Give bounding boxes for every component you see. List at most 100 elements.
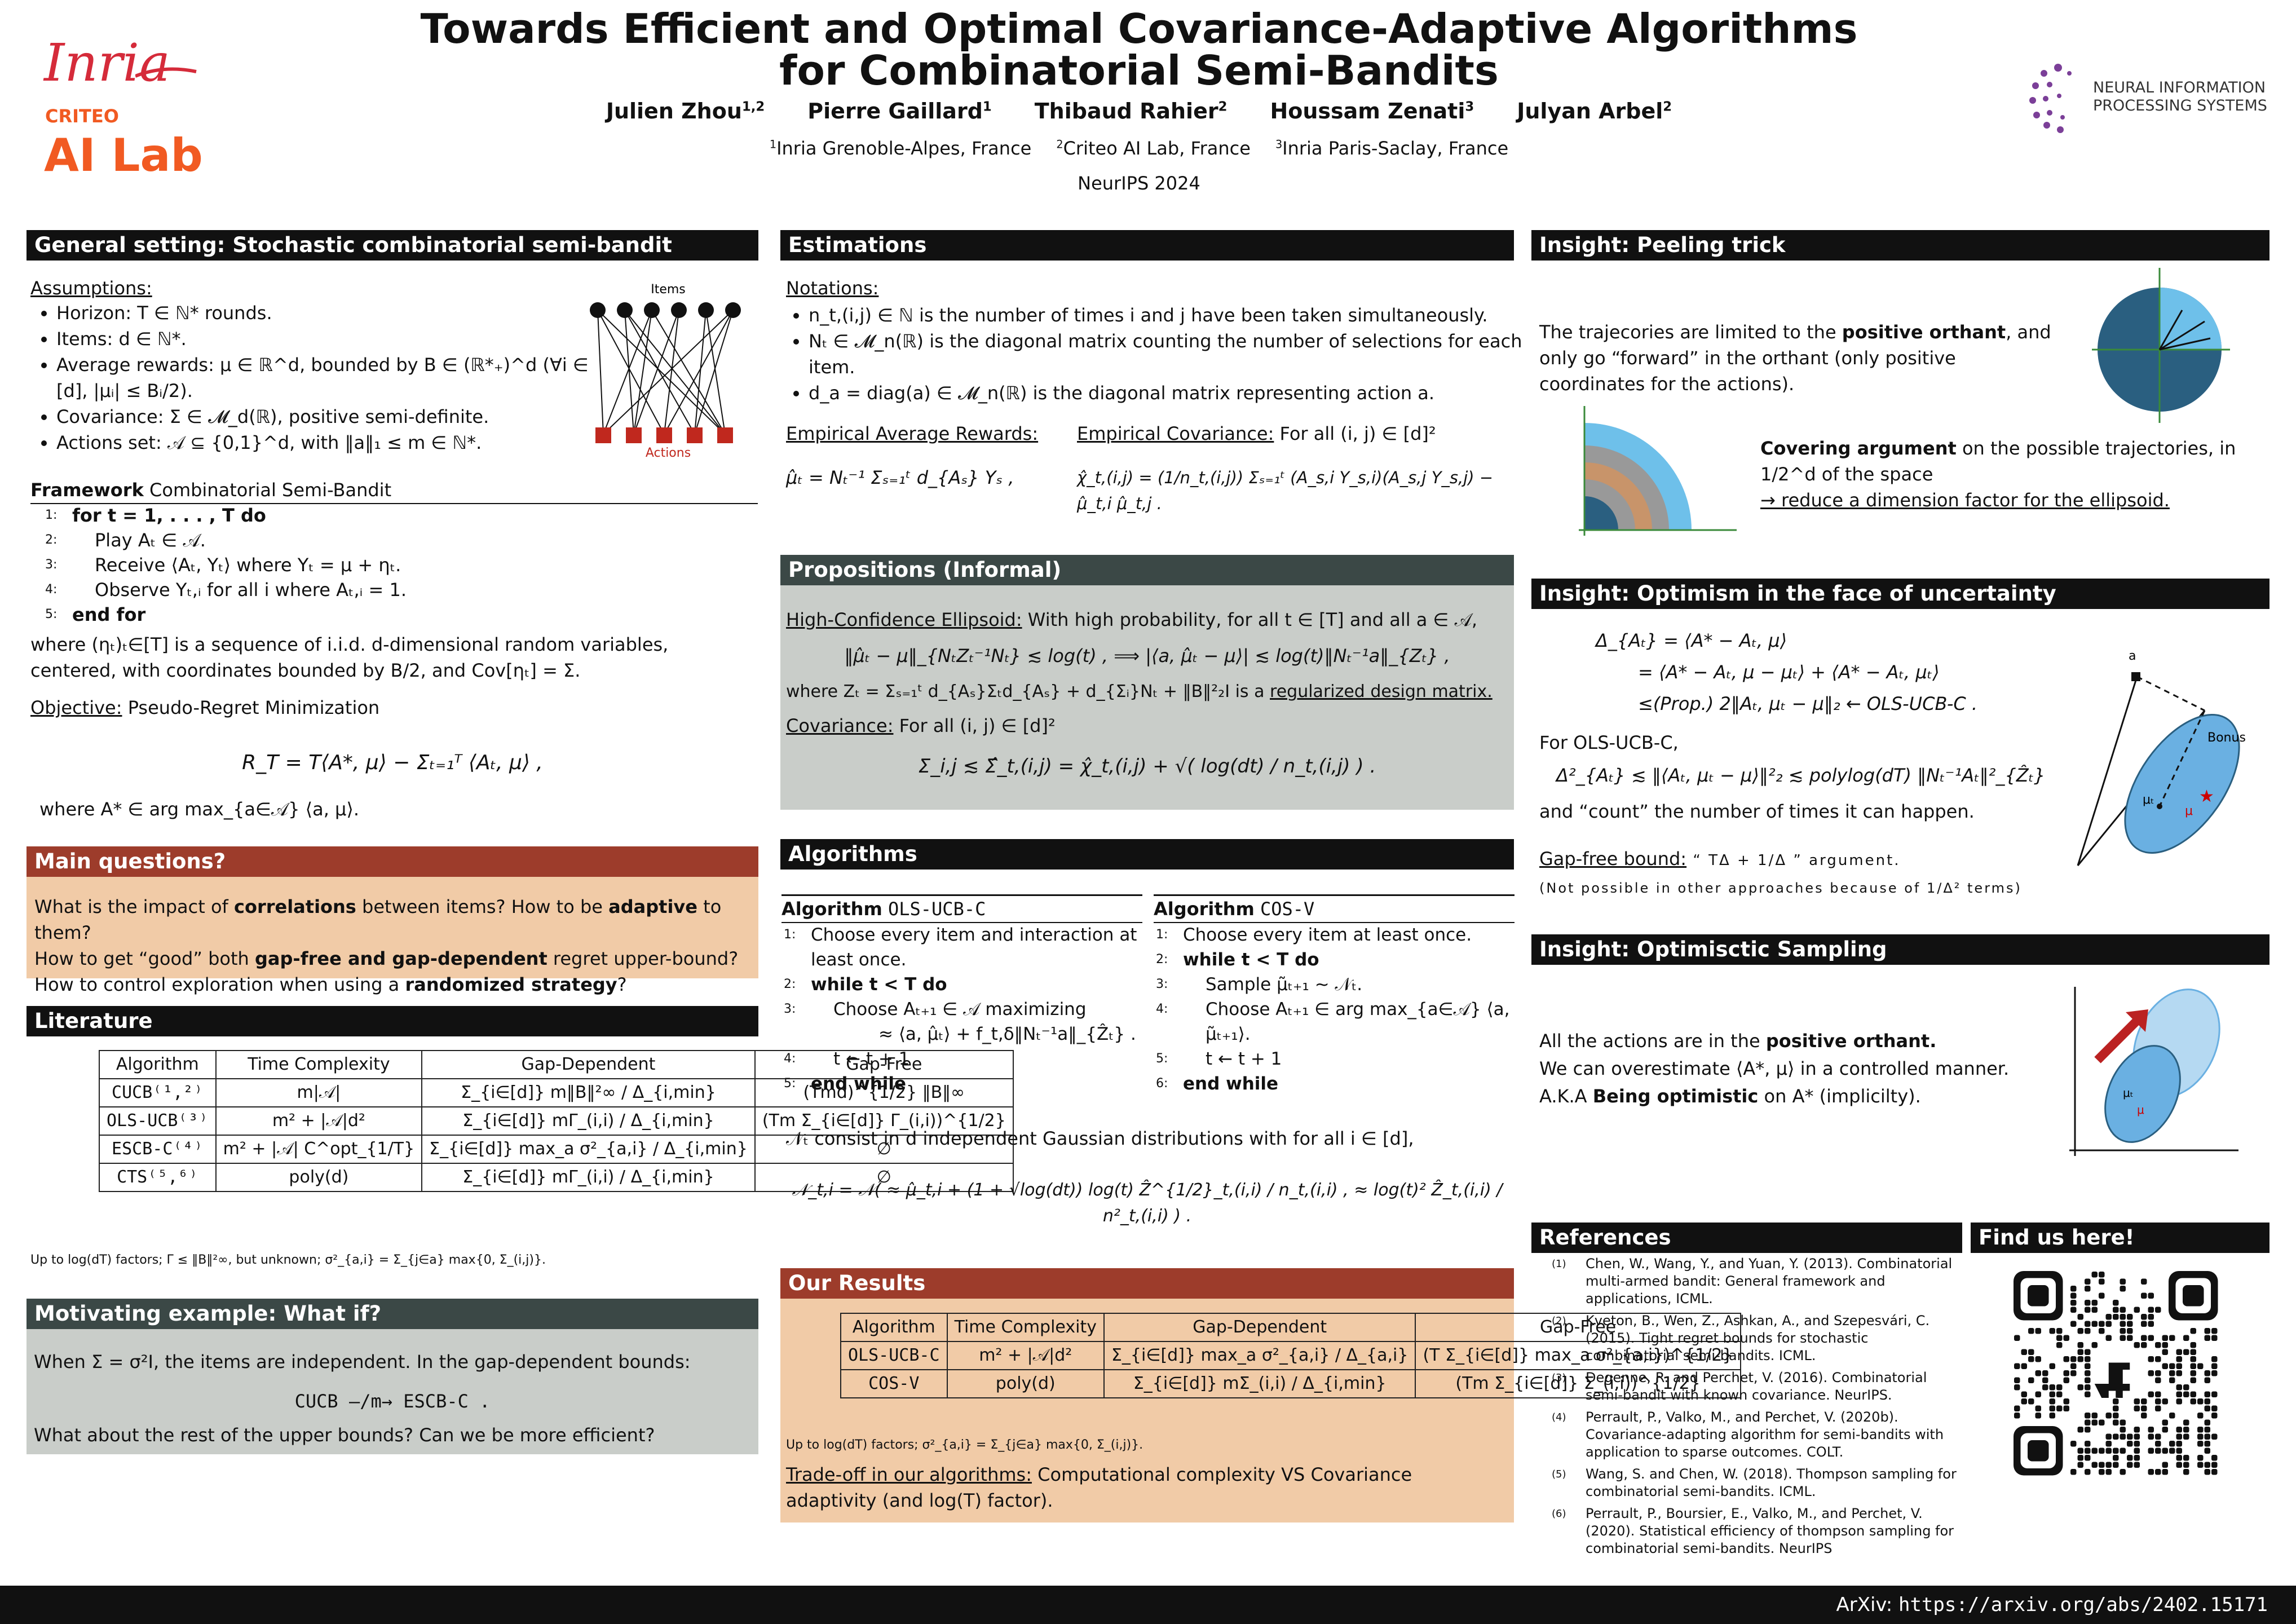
note: Up to log(dT) factors; Γ ≤ ‖B‖²∞, but un…	[30, 1253, 546, 1267]
alg-text: Choose every item and interaction at lea…	[811, 925, 1137, 970]
line-num: 4:	[45, 582, 58, 597]
graph-shape	[2056, 1405, 2063, 1411]
graph-shape	[2049, 1405, 2055, 1411]
assumptions: Horizon: T ∈ ℕ* rounds.Items: d ∈ ℕ*.Ave…	[23, 300, 592, 456]
paragraph: Gap-free bound: “ TΔ + 1/Δ ” argument.	[1539, 846, 1901, 873]
graph-shape	[2099, 1278, 2105, 1285]
notation: d_a = diag(a) ∈ 𝓜_n(ℝ) is the diagonal m…	[809, 380, 1542, 406]
affiliation: 1Inria Grenoble-Alpes, France	[770, 138, 1032, 159]
framework-algorithm: 1: for t = 1, . . . , T do 2: Play Aₜ ∈ 𝒜. 3…	[45, 503, 722, 627]
author-sup: 2	[1663, 99, 1672, 114]
graph-shape	[2204, 1335, 2210, 1341]
table: Algorithm Time Complexity Gap-Dependent Gap…	[840, 1313, 1741, 1398]
bold-text: adaptive	[608, 896, 697, 917]
graph-shape	[2091, 1321, 2098, 1327]
graph-shape	[2113, 1307, 2119, 1313]
graph-shape	[2077, 1314, 2083, 1320]
title-line: for Combinatorial Semi-Bandits	[779, 47, 1499, 94]
graph-shape	[2211, 1370, 2218, 1376]
graph-shape	[2155, 1391, 2161, 1397]
formula: 𝒩_t,i = 𝒩( ≈ μ̂_t,i + (1 + √log(dt)) log…	[792, 1180, 1503, 1226]
alg-text: Choose Aₜ₊₁ ∈ arg max_{a∈𝒜} ⟨a, μ̃ₜ₊₁⟩.	[1206, 999, 1510, 1044]
graph-shape	[651, 310, 726, 435]
graph-shape	[694, 310, 734, 435]
graph-shape	[2162, 1462, 2168, 1468]
graph-shape	[2099, 1469, 2105, 1475]
ref-text: Wang, S. and Chen, W. (2018). Thompson s…	[1586, 1466, 1957, 1499]
header-cell: Gap-Free	[754, 1050, 1014, 1079]
references: (1) Chen, W., Wang, Y., and Yuan, Y. (201…	[1552, 1255, 1958, 1562]
graph-shape	[698, 302, 714, 318]
graph-shape	[2085, 1391, 2091, 1397]
section-header: References	[1531, 1223, 1962, 1253]
graph-shape	[2211, 1405, 2218, 1411]
line-num: 2:	[1156, 952, 1168, 967]
link-text: regularized design matrix.	[1270, 682, 1493, 701]
panel	[780, 585, 1514, 810]
paragraph: When Σ = σ²I, the items are independent.…	[34, 1351, 691, 1373]
criteo-logo: CRITEO	[45, 105, 119, 127]
graph-shape	[2105, 1462, 2112, 1468]
bipartite-graph: Items Actions	[590, 283, 741, 460]
label: Empirical Average Rewards:	[786, 423, 1039, 444]
author: Pierre Gaillard1	[807, 99, 992, 123]
graph-shape	[2099, 1328, 2105, 1334]
graph-shape	[2049, 1384, 2055, 1391]
table-cell: ∅	[754, 1135, 1014, 1164]
graph-shape	[2085, 1321, 2091, 1327]
graph-shape	[2014, 1405, 2020, 1411]
algorithm: 1: Choose every item and interaction at l…	[784, 923, 1142, 1096]
graph-shape	[633, 310, 679, 435]
table-wrap: Algorithm Time Complexity Gap-Dependent Gap…	[99, 1050, 1014, 1192]
table-cell: m² + |𝒜| C^opt_{1/T}	[215, 1135, 423, 1164]
graph-shape	[2176, 1356, 2182, 1362]
bold-text: Being optimistic	[1592, 1085, 1759, 1107]
graph-shape	[2197, 1462, 2204, 1468]
assumption: Covariance: Σ ∈ 𝓜_d(ℝ), positive semi-de…	[56, 404, 592, 430]
formula: Σ_i,j ≲ Σ̂_t,(i,j) = χ̂_t,(i,j) + √( log…	[918, 755, 1376, 778]
graph-shape	[2028, 1440, 2049, 1462]
header-cell: Algorithm	[840, 1313, 948, 1342]
table-cell: CUCB⁽¹,²⁾	[99, 1078, 217, 1107]
graph-shape	[2070, 1307, 2077, 1313]
graph-shape	[2070, 1356, 2077, 1362]
graph-shape	[2070, 1292, 2077, 1299]
text-run: on the possible trajectories, in 1/2^d o…	[1760, 438, 2236, 485]
formula: ‖μ̂ₜ − μ‖_{NₜZₜ⁻¹Nₜ} ≲ log(t) , ⟹ |⟨a, μ…	[844, 645, 1450, 667]
alg-line: 3: Choose Aₜ₊₁ ∈ 𝒜 maximizing	[784, 997, 1142, 1022]
text-run: ?	[617, 974, 627, 995]
affil-name: Criteo AI Lab, France	[1063, 138, 1251, 159]
graph-shape	[2148, 1427, 2154, 1433]
graph-shape	[2190, 1391, 2196, 1397]
alg-line: 4: Observe Yₜ,ᵢ for all i where Aₜ,ᵢ = 1.	[45, 577, 722, 602]
graph-shape	[2113, 1300, 2119, 1306]
graph-shape	[2105, 1433, 2112, 1440]
graph-shape	[590, 302, 606, 318]
graph-shape	[2035, 1356, 2041, 1362]
graph-shape	[2127, 1335, 2133, 1341]
graph-shape	[2099, 1419, 2105, 1426]
graph-shape	[2211, 1462, 2218, 1468]
paragraph: Trade-off in our algorithms: Computation…	[786, 1462, 1508, 1513]
line-num: 5:	[45, 607, 58, 621]
graph-shape	[2085, 1370, 2091, 1376]
graph-shape	[2014, 1363, 2020, 1369]
graph-shape	[2197, 1427, 2204, 1433]
note: Up to log(dT) factors; σ²_{a,i} = Σ_{j∈a…	[786, 1438, 1143, 1452]
text: With high probability, for all t ∈ [T] a…	[1027, 609, 1478, 630]
graph-shape	[705, 310, 726, 435]
graph-shape	[2134, 1455, 2140, 1461]
text: Computational complexity VS Covariance a…	[786, 1464, 1412, 1511]
graph-shape	[2028, 1349, 2034, 1355]
url[interactable]: https://arxiv.org/abs/2402.15171	[1898, 1594, 2268, 1616]
graph-shape	[2155, 1448, 2161, 1454]
graph-shape	[2204, 1433, 2210, 1440]
graph-shape	[2070, 1363, 2077, 1369]
paragraph: where (ηₜ)ₜ∈[T] is a sequence of i.i.d. …	[30, 634, 669, 681]
formula: CUCB —/m→ ESCB-C .	[294, 1391, 491, 1412]
bold-text: Covering argument	[1760, 438, 1957, 459]
graph-shape	[2099, 1321, 2105, 1327]
paragraph: For OLS-UCB-C,	[1539, 732, 1679, 753]
graph-shape	[2169, 1377, 2175, 1383]
graph-shape	[2049, 1398, 2055, 1405]
